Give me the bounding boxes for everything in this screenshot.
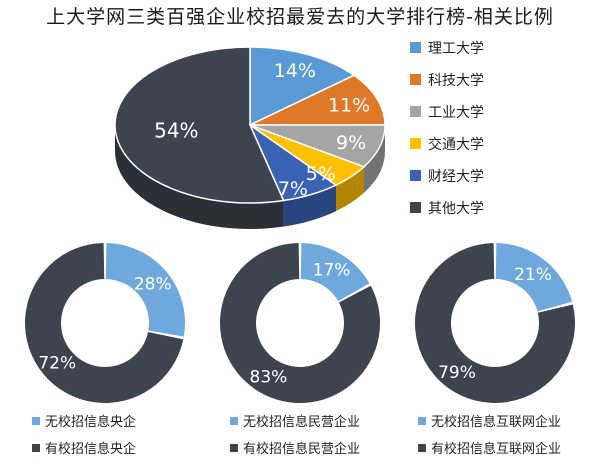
donut-2-value-label-1: 83% bbox=[250, 367, 288, 387]
pie-value-label-5: 54% bbox=[154, 118, 198, 142]
pie-value-label-4: 7% bbox=[278, 178, 308, 200]
legend-swatch-5 bbox=[410, 202, 421, 213]
donut-3-slice-0 bbox=[495, 243, 573, 312]
pie-side-slice-3 bbox=[336, 166, 364, 212]
donut-1-slice-1 bbox=[24, 243, 184, 404]
donut-2-slice-1 bbox=[220, 243, 380, 403]
legend-swatch-4 bbox=[410, 170, 421, 181]
pie-slice-5 bbox=[114, 46, 285, 204]
donut-2-legend-swatch-1 bbox=[230, 444, 238, 452]
donut-3-legend-label-1: 有校招信息互联网企业 bbox=[431, 441, 561, 457]
donut-2-legend-label-1: 有校招信息民营企业 bbox=[243, 441, 360, 457]
pie-slice-1 bbox=[249, 74, 386, 126]
legend-label-4: 财经大学 bbox=[428, 169, 484, 185]
legend-label-1: 科技大学 bbox=[428, 73, 484, 89]
pie-value-label-3: 5% bbox=[306, 163, 336, 185]
legend-label-2: 工业大学 bbox=[428, 105, 484, 121]
legend-label-0: 理工大学 bbox=[428, 41, 484, 57]
donut-2-legend-swatch-0 bbox=[230, 417, 238, 425]
pie-value-labels: 14% 11% 9%5%7% 54% bbox=[154, 60, 370, 200]
donut-3-value-label-1: 79% bbox=[438, 363, 476, 383]
legend-swatch-1 bbox=[410, 74, 421, 85]
main-pie-chart: 14% 11% 9%5%7% 54% bbox=[114, 46, 386, 230]
donut-3-value-label-0: 21% bbox=[514, 265, 552, 285]
donut-1-legend-swatch-1 bbox=[32, 444, 40, 452]
pie-side-slice-2 bbox=[363, 125, 385, 193]
pie-value-label-1: 11% bbox=[328, 94, 370, 116]
pie-top-faces bbox=[114, 46, 386, 204]
donut-1-slice-0 bbox=[105, 243, 186, 337]
donut-1-value-label-0: 28% bbox=[134, 274, 172, 294]
legend-swatch-3 bbox=[410, 138, 421, 149]
donut-3-legend-swatch-0 bbox=[418, 417, 426, 425]
donut-1-legend-label-1: 有校招信息央企 bbox=[45, 441, 136, 457]
donut-3-legend-label-0: 无校招信息互联网企业 bbox=[431, 414, 561, 430]
donut-3-slice-1 bbox=[415, 243, 575, 403]
donut-1-legend-swatch-0 bbox=[32, 417, 40, 425]
donut-2-slice-0 bbox=[300, 243, 370, 302]
pie-value-label-0: 14% bbox=[274, 60, 316, 82]
legend-swatch-0 bbox=[410, 42, 421, 53]
legend-label-3: 交通大学 bbox=[428, 136, 484, 153]
pie-side-slice-4 bbox=[283, 185, 337, 227]
legend-label-5: 其他大学 bbox=[428, 201, 484, 217]
pie-value-label-2: 9% bbox=[336, 132, 366, 154]
legend-swatch-2 bbox=[410, 106, 421, 117]
donut-2-value-label-0: 17% bbox=[313, 261, 351, 281]
donut-charts: 28%72%无校招信息央企有校招信息央企17%83%无校招信息民营企业有校招信息… bbox=[24, 243, 575, 457]
donut-1-value-label-1: 72% bbox=[38, 354, 76, 374]
donut-3-legend-swatch-1 bbox=[418, 444, 426, 452]
donut-2-legend-label-0: 无校招信息民营企业 bbox=[243, 414, 360, 430]
chart-title: 上大学网三类百强企业校招最爱去的大学排行榜-相关比例 bbox=[46, 6, 554, 28]
pie-slice-0 bbox=[249, 46, 356, 127]
donut-1-legend-label-0: 无校招信息央企 bbox=[45, 414, 136, 430]
